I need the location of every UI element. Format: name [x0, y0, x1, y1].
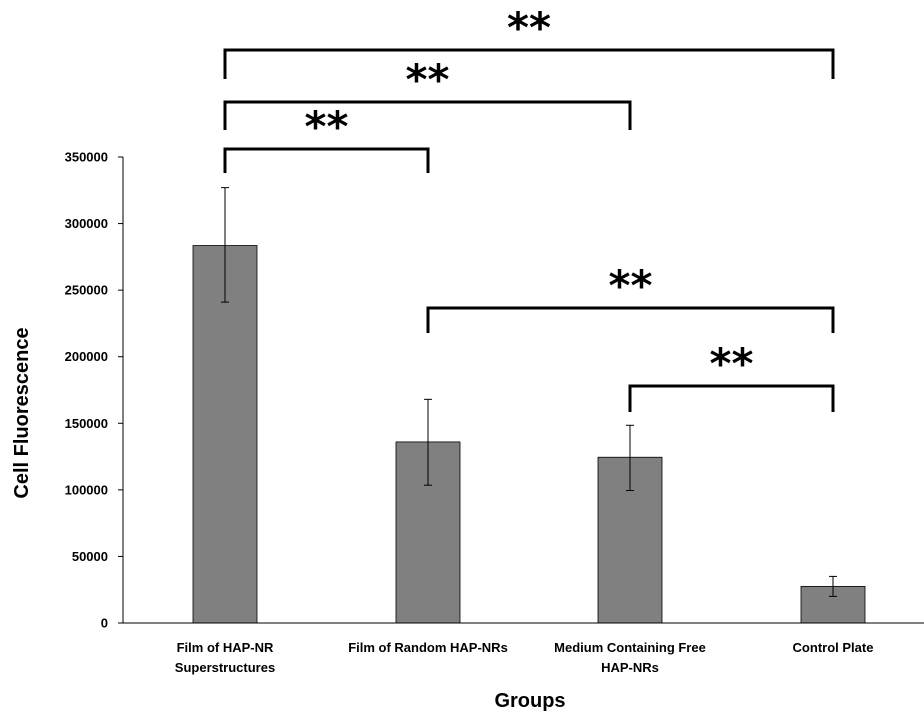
x-category-label: Film of HAP-NR	[177, 640, 274, 655]
y-tick-label: 50000	[72, 549, 108, 564]
significance-brackets-layer: ** ** ** ** **	[223, 3, 835, 412]
y-tick-label: 300000	[65, 216, 108, 231]
significance-bracket	[223, 48, 835, 79]
significance-bracket	[223, 147, 430, 173]
y-tick-label: 250000	[65, 283, 108, 298]
y-tick-label: 350000	[65, 150, 108, 165]
y-tick-label: 0	[101, 616, 108, 631]
significance-label: **	[507, 3, 551, 52]
axes-layer	[122, 157, 924, 624]
error-bars-layer	[221, 187, 837, 597]
x-category-label: HAP-NRs	[601, 660, 659, 675]
y-axis-title: Cell Fluorescence	[11, 327, 33, 498]
significance-label: **	[710, 339, 754, 388]
y-ticks-layer: 0 50000 100000 150000 200000 250000 300000 3500…	[65, 150, 123, 631]
x-category-label: Superstructures	[175, 660, 275, 675]
x-axis-title: Groups	[494, 690, 565, 712]
x-category-label: Control Plate	[793, 640, 874, 655]
y-tick-label: 200000	[65, 349, 108, 364]
bar	[192, 245, 258, 624]
x-category-label: Medium Containing Free	[554, 640, 706, 655]
significance-label: **	[305, 102, 349, 151]
y-tick-label: 100000	[65, 482, 108, 497]
bar	[800, 585, 866, 624]
significance-bracket	[223, 100, 632, 130]
significance-bracket	[628, 384, 835, 412]
y-tick-label: 150000	[65, 416, 108, 431]
category-labels-layer: Film of HAP-NR Superstructures Film of Ran…	[175, 640, 874, 675]
significance-label: **	[406, 55, 450, 104]
x-category-label: Film of Random HAP-NRs	[348, 640, 508, 655]
significance-bracket	[426, 306, 835, 333]
significance-label: **	[609, 261, 653, 310]
bars-layer	[192, 245, 866, 624]
